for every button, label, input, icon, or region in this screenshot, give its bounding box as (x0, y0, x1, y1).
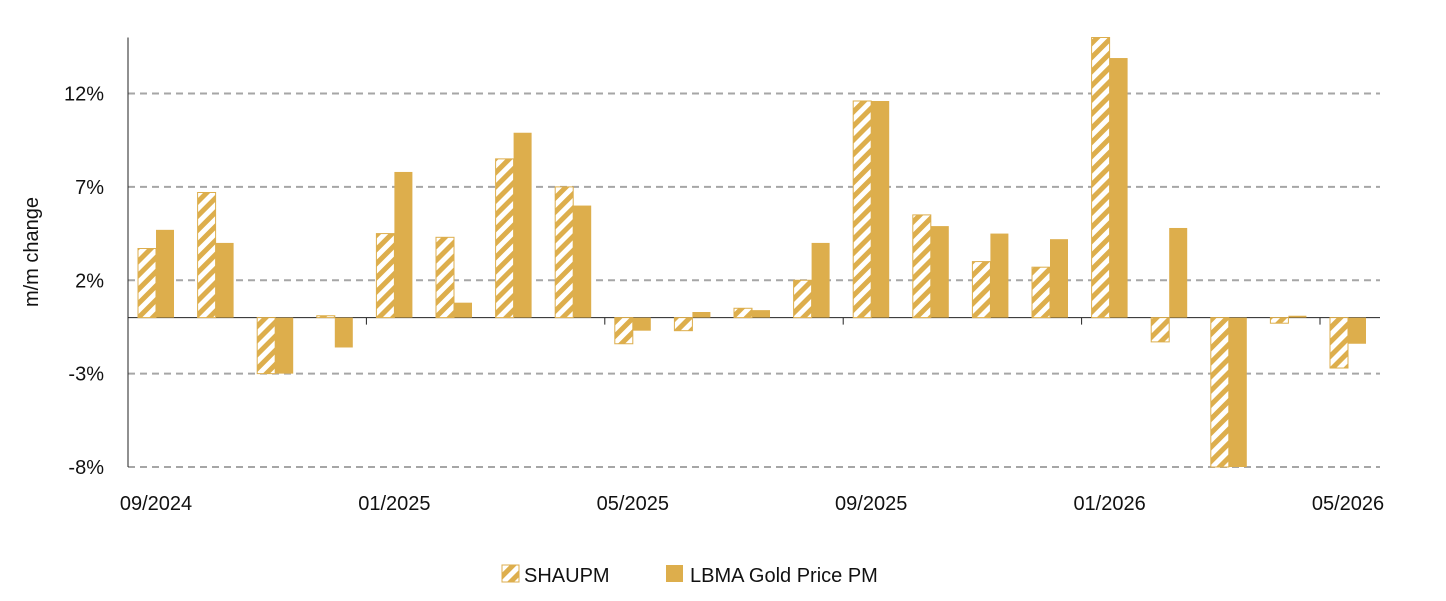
y-tick-label: 12% (64, 84, 104, 106)
bar-lbma (930, 226, 949, 318)
bar-shaupm (852, 100, 872, 319)
bar-lbma (1109, 58, 1128, 318)
y-tick-label: -8% (68, 457, 104, 479)
legend-swatch-lbma (666, 565, 683, 582)
legend-swatch-shaupm (501, 564, 520, 583)
bar-shaupm (137, 248, 157, 319)
bar-lbma (1288, 315, 1307, 318)
bar-lbma (275, 317, 294, 374)
bar-shaupm (554, 186, 574, 319)
legend-label-shaupm: SHAUPM (524, 565, 610, 587)
legend-label-lbma: LBMA Gold Price PM (690, 565, 878, 587)
bar-lbma (1228, 317, 1247, 467)
bar-shaupm (733, 307, 753, 319)
bar-shaupm (197, 191, 217, 319)
bar-shaupm (912, 214, 932, 319)
gridlines (128, 92, 1380, 468)
bar-lbma (1348, 317, 1366, 344)
x-tick-label: 01/2026 (1073, 493, 1145, 515)
bar-lbma (632, 317, 651, 331)
bar-shaupm (1150, 317, 1170, 343)
bar-shaupm (316, 315, 336, 319)
x-tick-label: 01/2025 (358, 493, 430, 515)
bar-shaupm (1269, 317, 1289, 324)
bar-shaupm (1210, 317, 1230, 468)
y-axis-label: m/m change (21, 197, 43, 307)
bar-shaupm (793, 279, 813, 319)
bar-lbma (156, 229, 174, 318)
bar-shaupm (614, 317, 634, 345)
bar-lbma (871, 100, 890, 318)
bar-lbma (811, 242, 830, 318)
bar-shaupm (673, 317, 693, 332)
bar-shaupm (495, 158, 515, 319)
bar-shaupm (256, 317, 276, 375)
bar-shaupm (435, 236, 455, 319)
y-tick-label: -3% (68, 364, 104, 386)
x-tick-label: 05/2025 (597, 493, 669, 515)
bar-lbma (752, 310, 770, 318)
y-axis: 12% 7% 2% -3% -8% (64, 37, 129, 479)
legend: SHAUPM LBMA Gold Price PM (501, 564, 878, 587)
x-tick-label: 05/2026 (1312, 493, 1384, 515)
bar-lbma (394, 171, 413, 318)
bar-lbma (692, 312, 711, 318)
bar-shaupm (1031, 266, 1051, 319)
bar-shaupm (375, 233, 395, 319)
bar-lbma (513, 132, 532, 318)
bar-shaupm (1091, 37, 1111, 319)
bar-lbma (1050, 239, 1068, 318)
bar-lbma (1169, 227, 1188, 318)
x-tick-label: 09/2024 (120, 493, 192, 515)
bar-shaupm (1329, 317, 1349, 369)
y-tick-label: 2% (75, 270, 104, 292)
bar-lbma (334, 317, 353, 348)
bar-lbma (215, 242, 234, 318)
bar-lbma (990, 233, 1009, 318)
bar-shaupm (971, 261, 991, 319)
x-tick-label: 09/2025 (835, 493, 907, 515)
bars (137, 37, 1366, 468)
y-tick-label: 7% (75, 177, 104, 199)
x-axis: 09/2024 01/2025 05/2025 09/2025 01/2026 05/20… (120, 317, 1384, 515)
bar-lbma (573, 205, 592, 318)
bar-lbma (454, 302, 472, 318)
